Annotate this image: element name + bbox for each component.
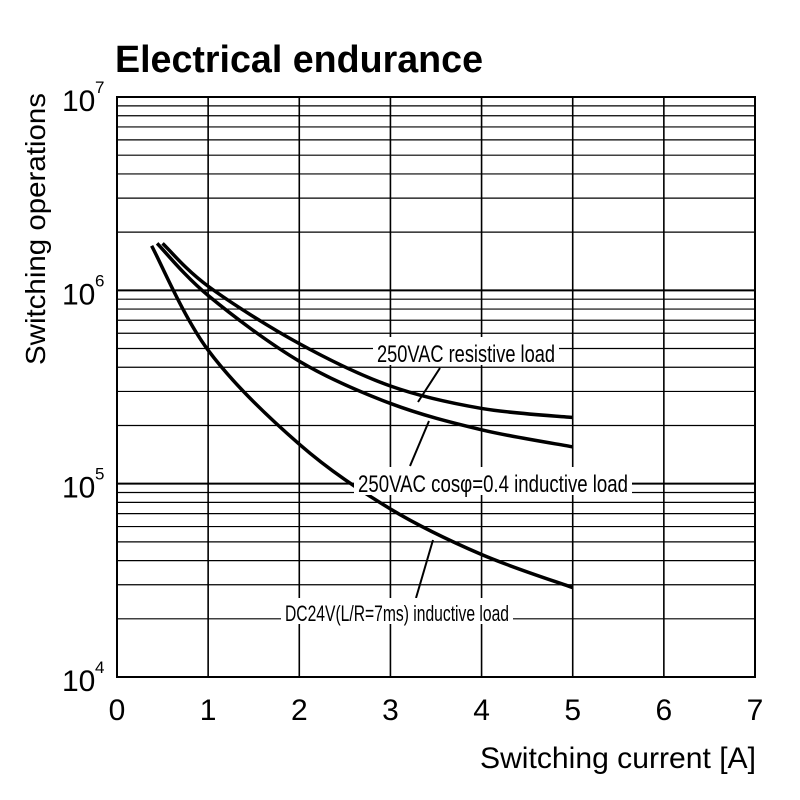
chart-title: Electrical endurance <box>115 39 483 81</box>
series-label: 250VAC resistive load <box>377 341 555 368</box>
x-tick-label: 0 <box>109 694 126 727</box>
series-labels: 250VAC resistive load 250VAC cosφ=0.4 ind… <box>281 337 632 626</box>
x-tick-label: 7 <box>747 694 764 727</box>
x-tick-label: 5 <box>564 694 581 727</box>
series-label: DC24V(L/R=7ms) inductive load <box>285 601 509 626</box>
x-axis-label: Switching current [A] <box>480 742 756 775</box>
y-axis-label: Switching operations <box>20 93 51 365</box>
plot-frame <box>116 96 756 678</box>
series-line <box>161 242 573 420</box>
y-tick-label: 10 <box>62 85 95 118</box>
label-background <box>354 467 632 495</box>
y-tick-exponent: 7 <box>95 78 104 97</box>
y-tick-label: 10 <box>62 278 95 311</box>
x-tick-label: 1 <box>200 694 217 727</box>
x-tick-label: 3 <box>382 694 399 727</box>
grid <box>116 96 756 678</box>
x-tick-label: 6 <box>656 694 673 727</box>
series-label: 250VAC cosφ=0.4 inductive load <box>358 471 628 498</box>
y-tick-exponent: 5 <box>95 465 104 484</box>
y-tick-exponent: 4 <box>95 658 104 677</box>
y-tick-label: 10 <box>62 472 95 505</box>
x-tick-label: 2 <box>291 694 308 727</box>
leader-line <box>409 420 430 467</box>
series-line <box>155 242 574 449</box>
label-background <box>373 337 559 365</box>
y-tick-exponent: 6 <box>95 271 104 290</box>
curves <box>150 242 574 590</box>
leader-line <box>415 539 434 599</box>
y-tick-label: 10 <box>62 665 95 698</box>
x-tick-label: 4 <box>473 694 490 727</box>
label-background <box>281 598 513 624</box>
series-line <box>150 244 574 590</box>
leader-line <box>417 367 441 403</box>
